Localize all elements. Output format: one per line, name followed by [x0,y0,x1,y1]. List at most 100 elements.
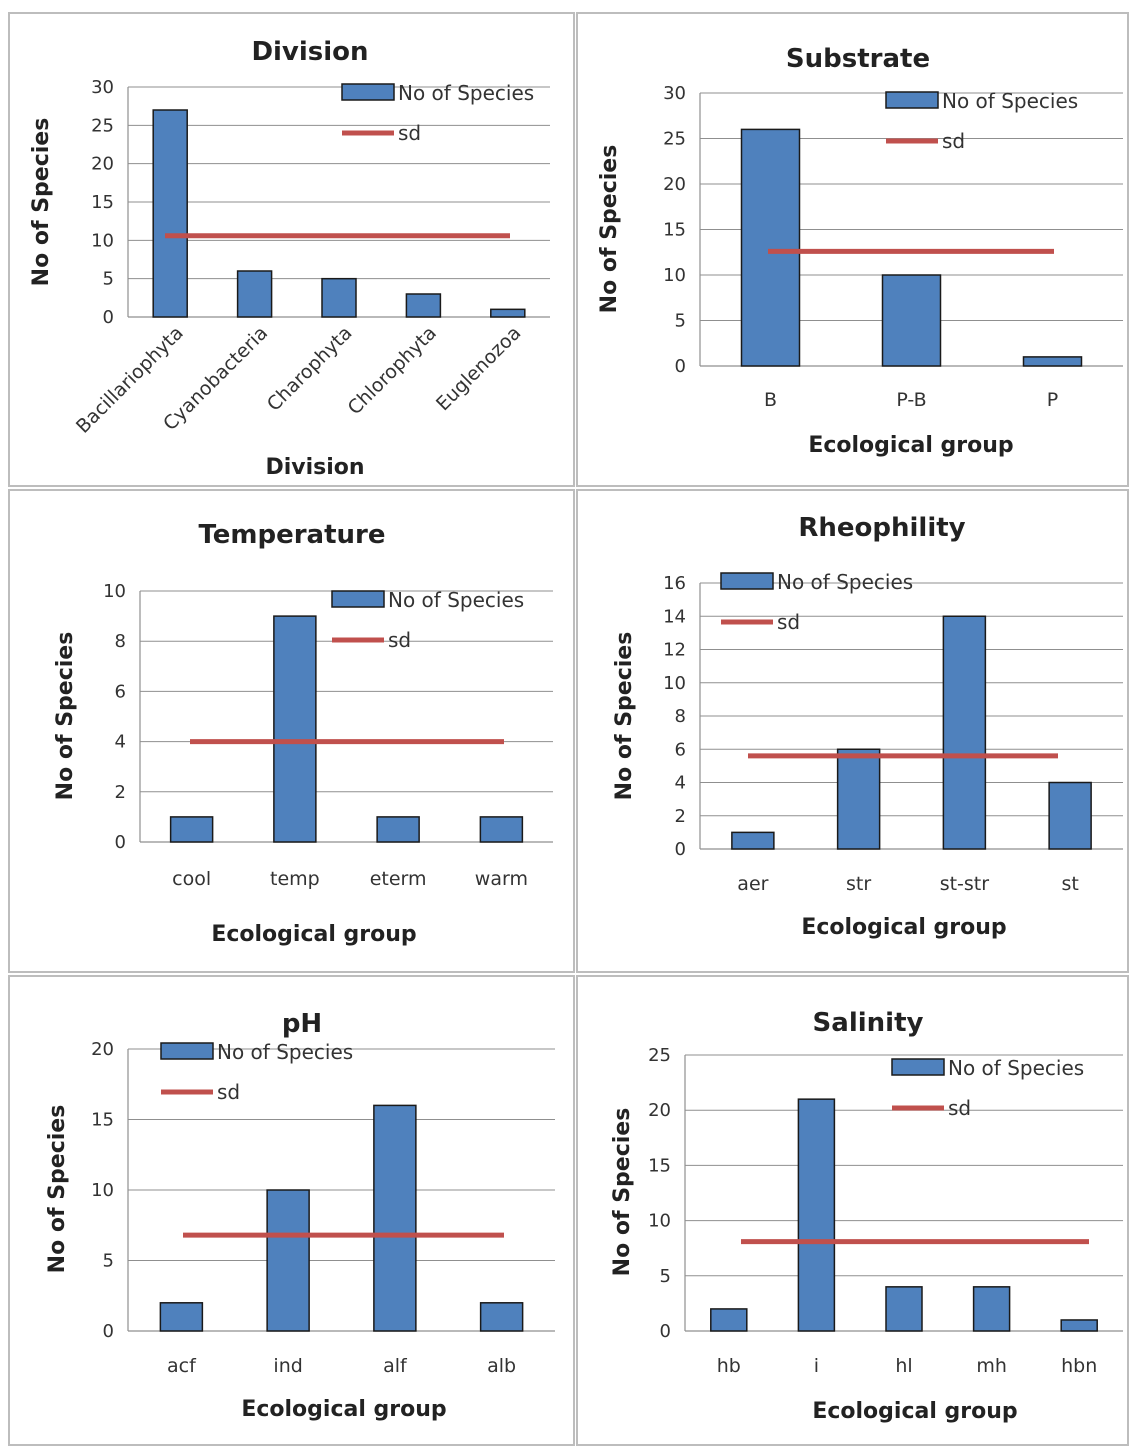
y-tick-label: 15 [648,1155,671,1176]
category-label: warm [475,868,528,890]
legend-bar-swatch [891,1058,945,1076]
y-tick-label: 5 [103,269,114,290]
x-axis-label: Ecological group [812,1399,1017,1424]
y-tick-label: 2 [675,806,686,827]
chart-division: Division 0 5 10 15 20 25 30 No of Species Divisio… [29,37,550,480]
bar-mh [972,1286,1011,1332]
chart-title: pH [282,1009,322,1039]
x-axis-label: Ecological group [808,433,1013,458]
category-label: Euglenozoa [432,322,525,415]
y-tick-label: 30 [663,83,686,104]
y-tick-label: 4 [675,773,686,794]
chart-title: Salinity [813,1008,924,1038]
chart-title: Division [251,37,368,67]
bar-hb [710,1308,748,1332]
y-tick-label: 20 [648,1100,671,1121]
y-axis-label: No of Species [29,118,54,287]
category-label: alb [487,1355,516,1377]
bar-i [797,1098,836,1332]
bar-acf [159,1302,204,1332]
category-label: str [846,873,871,895]
y-axis-label: No of Species [597,145,622,314]
category-label: aer [737,873,768,895]
chart-panel-substrate: Substrate 0 5 10 15 20 25 30 No of Species Ecolog… [576,12,1129,487]
y-tick-label: 10 [648,1211,671,1232]
legend-bar-label: No of Species [948,1056,1084,1080]
category-label: P-B [896,389,926,411]
y-tick-label: 0 [103,307,114,328]
bar-ind [266,1189,310,1332]
chart-substrate: Substrate 0 5 10 15 20 25 30 No of Species Ecolog… [597,44,1123,458]
y-tick-label: 0 [115,832,126,853]
y-tick-label: 4 [115,732,126,753]
bar-p-b [881,274,942,367]
chart-panel-division: Division 0 5 10 15 20 25 30 No of Species Divisio… [8,12,575,487]
y-tick-label: 15 [663,220,686,241]
y-tick-label: 10 [91,1180,114,1201]
y-tick-label: 8 [115,631,126,652]
legend-bar-swatch [160,1042,214,1060]
y-tick-label: 25 [91,115,114,136]
legend-bar-label: No of Species [777,570,913,594]
category-label: B [764,389,777,411]
bar-hbn [1060,1319,1098,1332]
y-tick-label: 12 [663,640,686,661]
chart-salinity: Salinity 0 5 10 15 20 25 No of Species Ecologica… [610,1008,1123,1424]
category-label: i [814,1355,819,1377]
bar-chlorophyta [405,293,442,318]
legend-bar-label: No of Species [942,89,1078,113]
category-label: cool [172,868,211,890]
bar-str [836,748,881,850]
bar-b [740,128,801,367]
chart-title: Substrate [786,44,930,74]
y-tick-label: 15 [91,192,114,213]
y-tick-label: 20 [91,154,114,175]
category-label: Charophyta [263,322,357,416]
bar-bacillariophyta [152,109,188,318]
bar-aer [731,831,775,850]
legend-sd-label: sd [777,610,800,634]
category-label: mh [976,1355,1007,1377]
bar-st [1048,781,1092,850]
category-label: temp [270,868,320,890]
legend-bar-swatch [720,572,774,590]
category-label: eterm [370,868,427,890]
y-tick-label: 15 [91,1110,114,1131]
y-tick-label: 6 [675,739,686,760]
bar-eterm [376,816,420,843]
y-axis-label: No of Species [612,632,637,801]
y-tick-label: 25 [648,1045,671,1066]
chart-temperature: Temperature 0 2 4 6 8 10 No of Species Ecologica… [53,520,553,947]
legend-bar-label: No of Species [398,81,534,105]
category-label: acf [167,1355,197,1377]
category-label: alf [383,1355,408,1377]
legend-bar-swatch [331,590,385,608]
y-tick-label: 5 [103,1251,114,1272]
y-axis-label: No of Species [53,632,78,801]
x-axis-label: Ecological group [241,1397,446,1422]
bar-charophyta [321,277,357,318]
y-tick-label: 5 [660,1266,671,1287]
legend-sd-label: sd [217,1080,240,1104]
y-tick-label: 6 [115,681,126,702]
category-label: st [1061,873,1078,895]
x-axis-label: Ecological group [211,922,416,947]
bar-cool [169,816,214,843]
y-axis-label: No of Species [610,1108,635,1277]
bar-alb [479,1302,524,1332]
bar-euglenozoa [490,308,526,318]
bar-hl [885,1286,923,1332]
chart-ph: pH 0 5 10 15 20 No of Species Ecological group a… [45,1009,555,1422]
category-label: Chlorophyta [344,322,441,419]
legend-sd-label: sd [948,1096,971,1120]
category-label: P [1047,389,1058,411]
y-tick-label: 0 [660,1321,671,1342]
y-tick-label: 0 [103,1321,114,1342]
legend-bar-label: No of Species [388,588,524,612]
y-tick-label: 10 [663,673,686,694]
y-tick-label: 20 [91,1039,114,1060]
legend-bar-swatch [885,91,939,109]
bar-temp [273,615,317,843]
y-tick-label: 0 [675,356,686,377]
bar-cyanobacteria [236,270,273,318]
